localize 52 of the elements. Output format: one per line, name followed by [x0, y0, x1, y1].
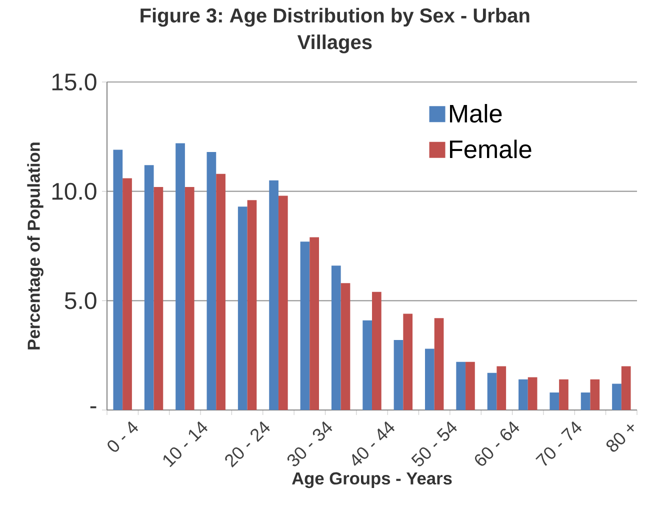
bar [466, 362, 475, 410]
x-tick-label: 60 - 64 [474, 421, 520, 466]
bar [310, 237, 320, 410]
chart-title: Figure 3: Age Distribution by Sex - Urban Villages [140, 8, 530, 54]
bar [580, 392, 590, 410]
x-tick-label: 80 + [606, 424, 634, 452]
bar [621, 366, 631, 410]
bar [269, 180, 278, 410]
bar [113, 150, 123, 410]
bar [247, 200, 257, 410]
bar [559, 379, 568, 410]
bar [496, 366, 506, 410]
bar [300, 242, 310, 410]
bar [394, 340, 404, 410]
bar [176, 143, 185, 410]
bar [184, 186, 194, 410]
bar [154, 186, 164, 410]
bar [550, 392, 560, 410]
bar [434, 318, 444, 410]
x-tick-label: 20 - 24 [225, 421, 270, 468]
bar [425, 348, 434, 410]
bar [144, 165, 154, 410]
x-tick-label: 70 - 74 [536, 421, 582, 466]
bar [331, 266, 341, 410]
bar [340, 283, 350, 410]
bar [590, 379, 600, 410]
bar [216, 174, 226, 410]
bar [238, 206, 248, 410]
x-tick-label: 40 - 44 [352, 421, 395, 466]
bar [456, 362, 466, 410]
y-tick-label: 15.0 [52, 73, 96, 90]
bar [278, 196, 288, 410]
bar [528, 377, 538, 410]
y-tick-label: 10.0 [52, 182, 96, 200]
bar [403, 314, 413, 410]
x-tick-label: 50 - 54 [411, 421, 457, 466]
bar [362, 320, 372, 410]
x-tick-label: 30 - 34 [287, 421, 332, 466]
bar [206, 152, 216, 410]
bar [122, 178, 132, 410]
bar [518, 379, 528, 410]
bar [372, 292, 382, 410]
bar [612, 384, 622, 410]
y-axis-title: Percentage of Population [27, 142, 44, 350]
legend-label: Male [450, 104, 502, 123]
x-tick-label: 10 - 14 [163, 421, 208, 468]
y-tick-label: 5.0 [64, 292, 96, 310]
x-axis-title: Age Groups - Years [292, 472, 452, 488]
legend-label: Female [450, 140, 532, 158]
y-tick-label: - [90, 406, 96, 408]
x-tick-label: 0 - 4 [108, 421, 138, 452]
bar [487, 372, 497, 410]
